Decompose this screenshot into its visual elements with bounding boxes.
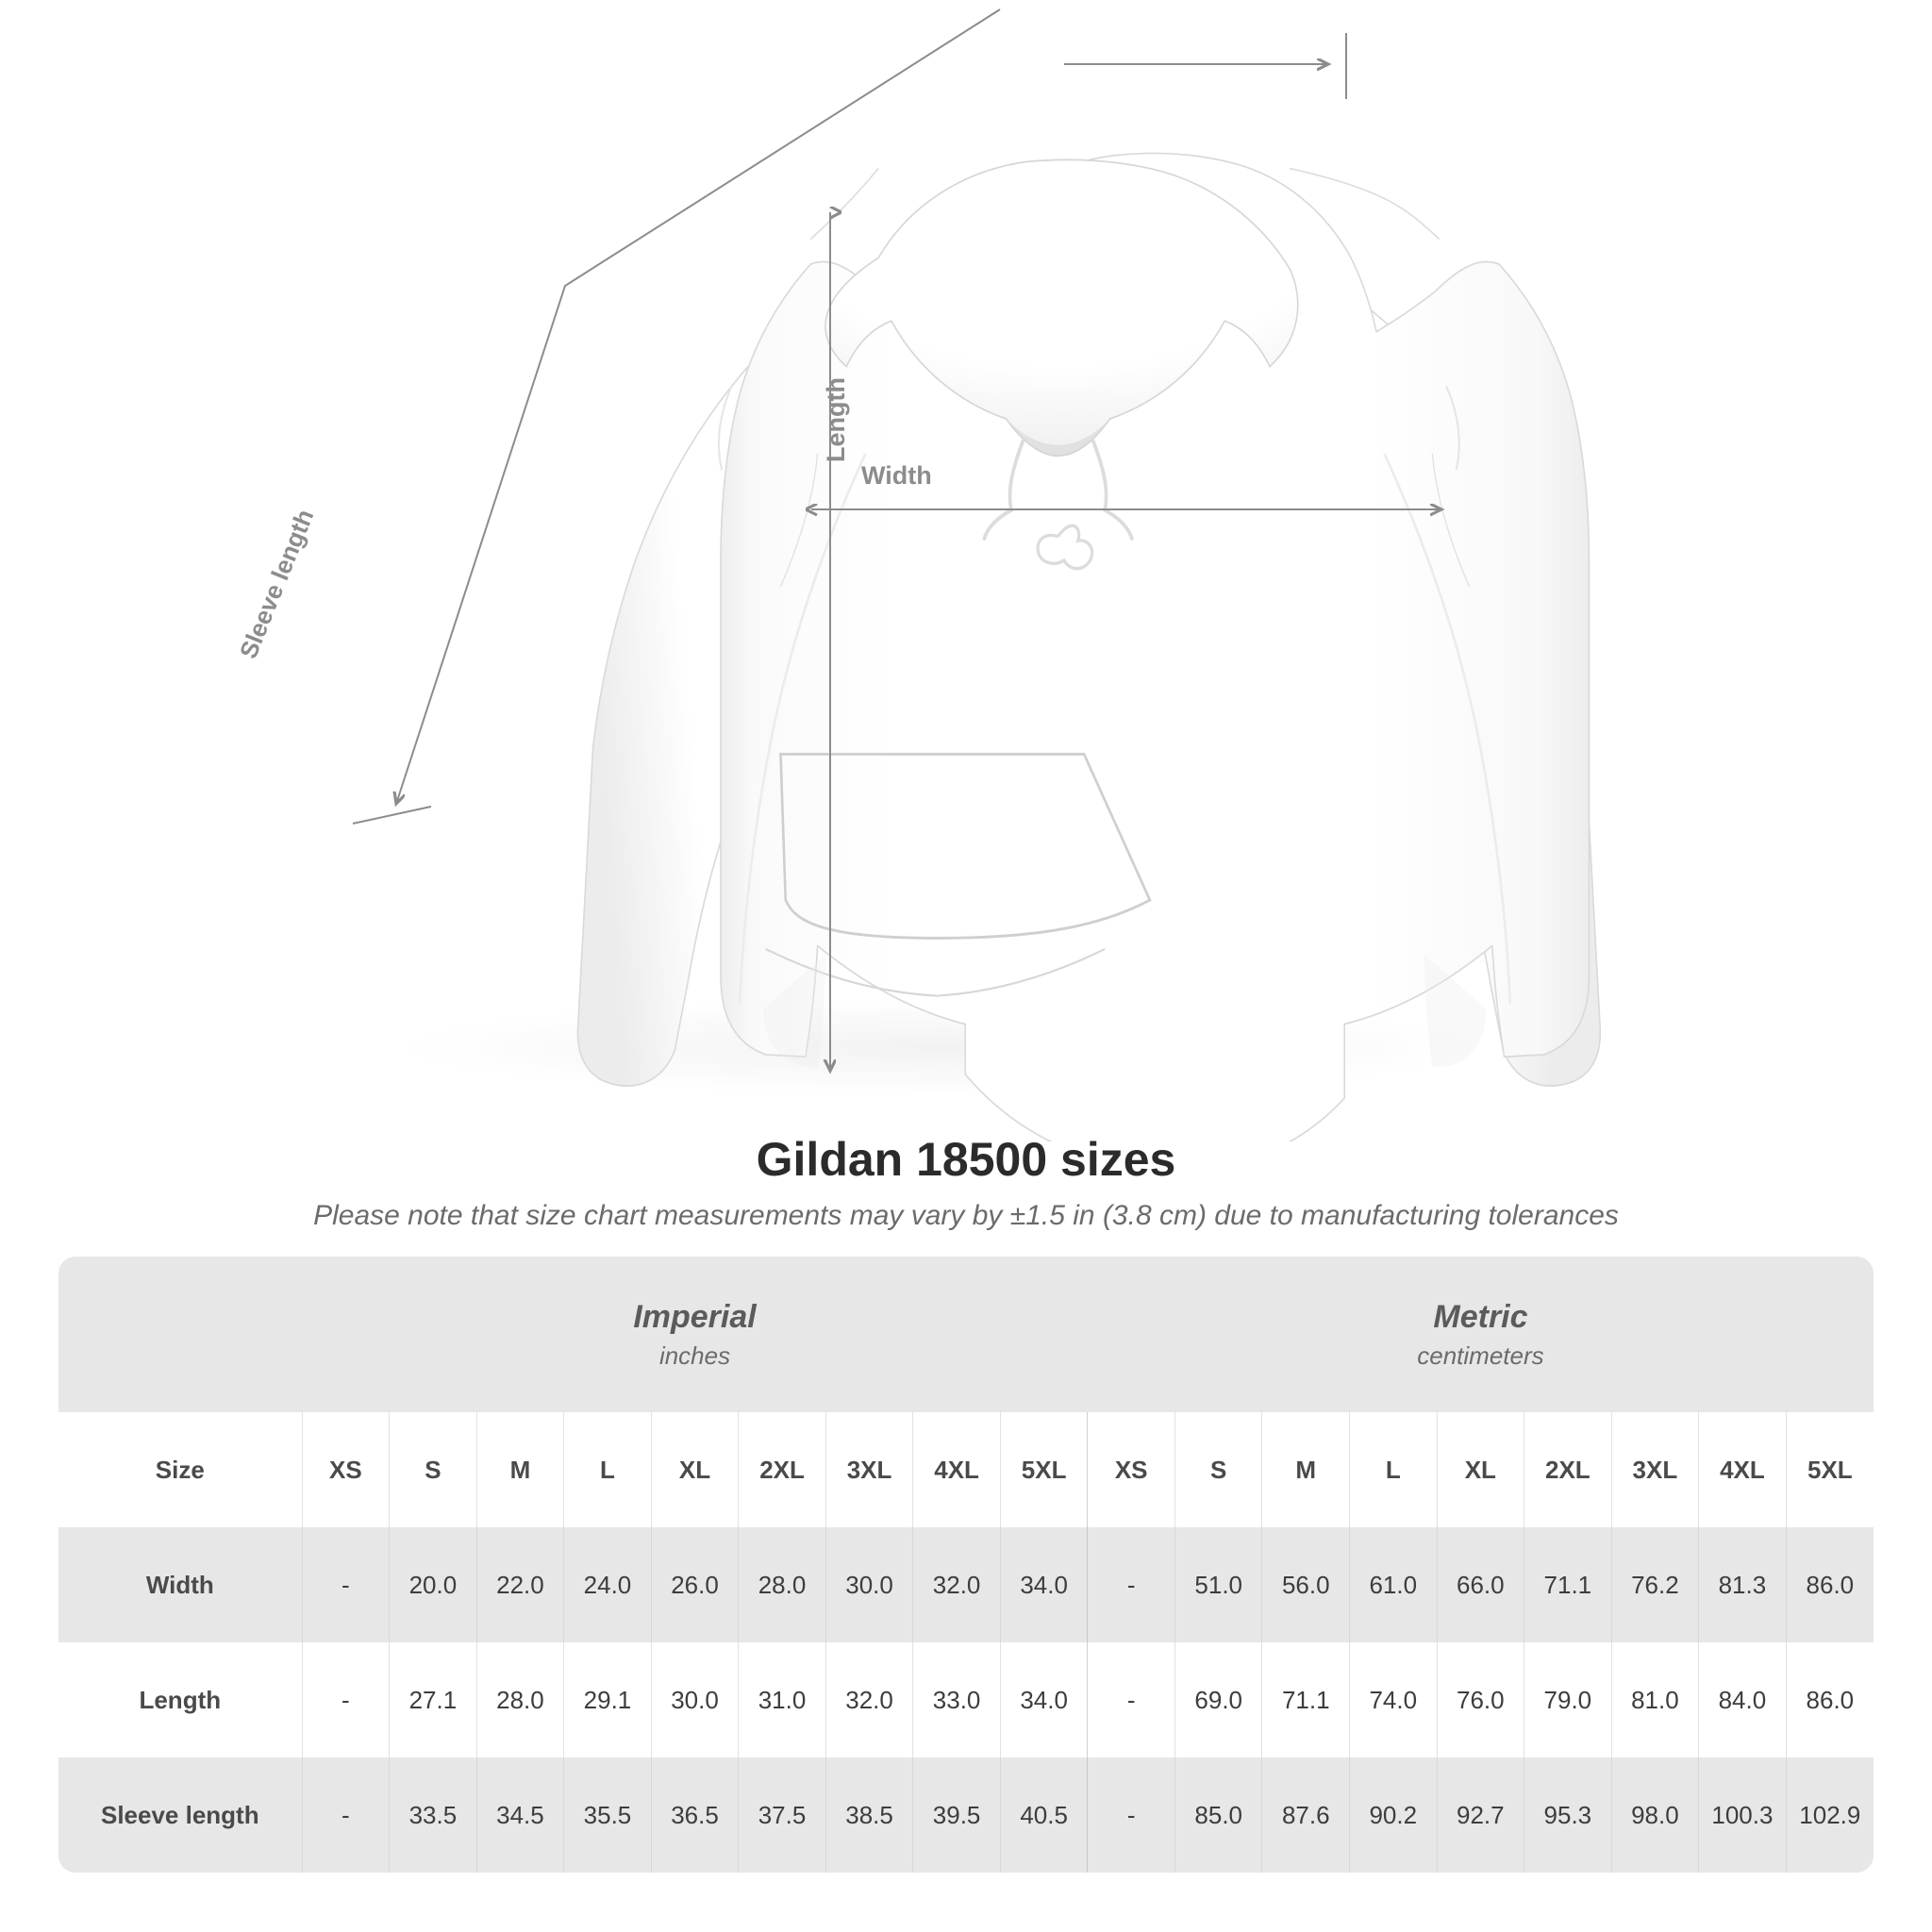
- svg-text:Length: Length: [822, 377, 850, 462]
- svg-text:Width: Width: [861, 461, 932, 490]
- svg-text:Sleeve length: Sleeve length: [234, 506, 320, 663]
